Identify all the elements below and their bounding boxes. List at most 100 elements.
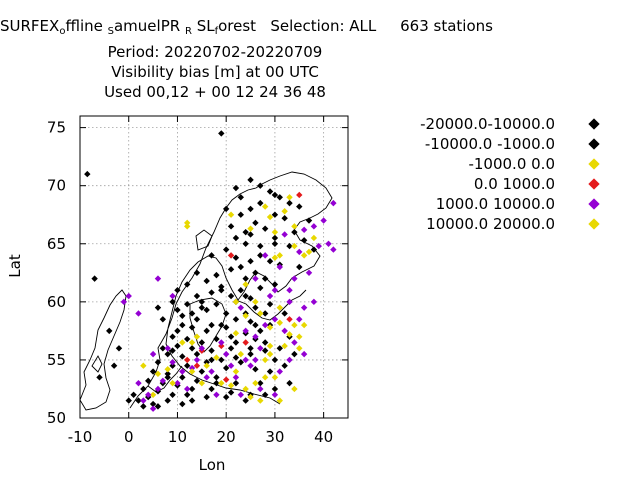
legend-entry: 1000.0 10000.0 — [360, 194, 610, 214]
y-axis-label: Lat — [6, 254, 24, 278]
data-point — [261, 225, 269, 232]
data-point — [276, 263, 283, 271]
data-point — [227, 211, 235, 218]
plot-border — [79, 115, 349, 419]
legend-swatch — [588, 198, 600, 210]
data-point — [296, 333, 303, 340]
data-point — [218, 339, 225, 346]
data-point — [232, 354, 240, 361]
data-point — [276, 194, 283, 201]
data-point — [84, 170, 91, 178]
data-point — [271, 228, 279, 236]
data-point — [154, 304, 162, 311]
data-point — [286, 298, 293, 306]
data-point — [300, 304, 308, 311]
data-point — [135, 310, 142, 317]
data-point — [281, 208, 288, 215]
data-point — [198, 379, 206, 387]
data-point — [218, 130, 225, 137]
data-point — [179, 321, 186, 329]
data-point — [203, 277, 210, 285]
data-point — [208, 368, 215, 375]
data-point — [232, 316, 240, 323]
legend-label: 1000.0 10000.0 — [435, 195, 555, 213]
data-point — [320, 217, 327, 224]
data-point — [222, 246, 230, 253]
data-point — [286, 194, 293, 201]
data-point — [242, 397, 249, 404]
data-point — [237, 391, 244, 398]
data-point — [213, 391, 220, 398]
data-point — [218, 287, 225, 294]
legend-swatch — [588, 158, 600, 170]
data-point — [222, 350, 230, 358]
legend-entry: -1000.0 0.0 — [360, 154, 610, 174]
legend-swatch — [588, 118, 600, 130]
data-point — [266, 292, 274, 300]
data-point — [188, 397, 196, 404]
data-point — [257, 199, 264, 207]
data-point — [271, 254, 279, 261]
legend-label: -10000.0 -1000.0 — [424, 135, 555, 153]
data-point — [208, 252, 215, 259]
data-point — [266, 257, 274, 265]
data-point — [149, 405, 157, 412]
data-point — [330, 246, 337, 253]
y-tick-label: 50 — [47, 409, 66, 427]
data-point — [252, 304, 259, 311]
data-point — [300, 237, 308, 244]
data-point — [203, 327, 210, 335]
data-point — [208, 385, 215, 393]
data-point — [252, 269, 259, 277]
data-point — [213, 354, 220, 361]
data-point — [310, 246, 318, 253]
data-point — [159, 316, 167, 323]
data-point — [208, 289, 215, 296]
legend-entry: 10000.0 20000.0 — [360, 214, 610, 234]
data-point — [242, 356, 249, 364]
x-axis-label: Lon — [199, 456, 226, 474]
data-point — [218, 356, 225, 364]
data-point — [296, 191, 303, 199]
data-point — [154, 385, 162, 393]
data-point — [193, 356, 201, 364]
data-point — [242, 292, 249, 300]
data-point — [266, 324, 274, 331]
data-point — [247, 225, 254, 232]
data-point — [257, 284, 264, 292]
data-point — [247, 362, 254, 369]
data-point — [252, 219, 259, 227]
data-point — [227, 382, 235, 389]
data-point — [276, 345, 283, 352]
data-point — [296, 316, 303, 323]
data-point — [184, 356, 191, 364]
x-tick-label: 0 — [124, 428, 134, 446]
data-point — [310, 223, 318, 230]
data-point — [247, 345, 254, 352]
data-point — [198, 298, 206, 306]
data-point — [247, 176, 254, 184]
data-point — [179, 312, 186, 319]
data-point — [174, 379, 181, 387]
data-point — [159, 377, 167, 385]
data-point — [203, 362, 210, 369]
data-point — [232, 330, 240, 337]
data-point — [271, 191, 279, 199]
data-point — [164, 397, 171, 404]
data-point — [169, 298, 176, 306]
data-point — [149, 368, 157, 375]
title-line-1: SURFEXoffline SamuelPR R SLforest Select… — [0, 17, 493, 37]
data-point — [325, 240, 332, 247]
data-point — [222, 376, 230, 383]
data-point — [261, 374, 269, 381]
data-point — [281, 310, 288, 317]
data-point — [247, 350, 254, 358]
data-point — [227, 252, 235, 259]
y-tick-label: 75 — [47, 119, 66, 137]
x-tick-label: 30 — [265, 428, 284, 446]
data-point — [188, 310, 196, 317]
data-point — [266, 342, 274, 350]
data-point — [261, 347, 269, 354]
data-point — [222, 393, 230, 401]
data-point — [218, 321, 225, 329]
